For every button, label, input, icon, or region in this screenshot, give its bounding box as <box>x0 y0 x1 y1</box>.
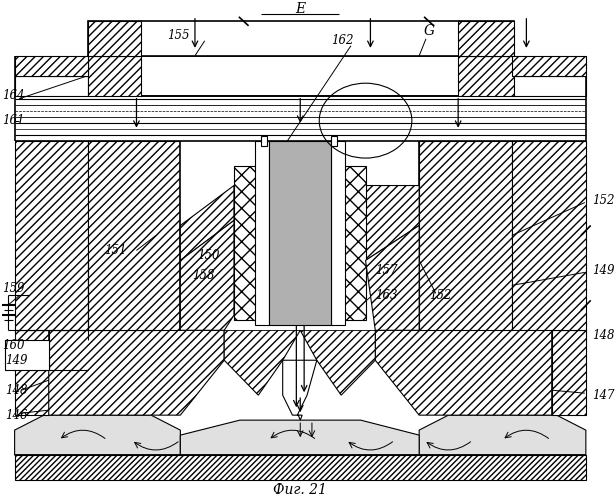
Polygon shape <box>365 226 419 330</box>
Polygon shape <box>419 140 512 330</box>
Bar <box>180 140 419 330</box>
Bar <box>331 136 338 145</box>
Text: 161: 161 <box>2 114 25 127</box>
Polygon shape <box>552 330 586 415</box>
Text: 146: 146 <box>5 408 27 422</box>
Text: 151: 151 <box>104 244 127 257</box>
Text: 163: 163 <box>375 289 398 302</box>
Text: E: E <box>295 2 306 16</box>
Bar <box>512 76 586 96</box>
Text: 160: 160 <box>2 339 25 352</box>
Polygon shape <box>224 330 300 395</box>
Bar <box>234 166 365 320</box>
Polygon shape <box>283 360 317 420</box>
Polygon shape <box>300 330 375 395</box>
Text: 164: 164 <box>2 89 25 102</box>
Text: 152: 152 <box>429 289 452 302</box>
Bar <box>87 56 141 96</box>
Bar <box>15 455 586 480</box>
Text: 147: 147 <box>592 388 614 402</box>
Polygon shape <box>15 330 49 415</box>
Text: 148: 148 <box>592 329 614 342</box>
Bar <box>269 140 331 326</box>
Text: 155: 155 <box>168 30 190 43</box>
Polygon shape <box>87 140 180 330</box>
Text: 157: 157 <box>375 264 398 277</box>
Text: G: G <box>424 24 435 38</box>
Bar <box>15 76 87 96</box>
Text: 149: 149 <box>592 264 614 277</box>
Bar <box>331 140 345 326</box>
Text: 152: 152 <box>592 194 614 207</box>
Polygon shape <box>419 415 586 455</box>
Polygon shape <box>180 420 419 455</box>
Polygon shape <box>512 140 586 330</box>
Text: 162: 162 <box>331 34 354 48</box>
Bar <box>87 56 514 96</box>
Polygon shape <box>15 140 87 330</box>
Text: 158: 158 <box>192 269 214 282</box>
Text: 149: 149 <box>5 354 27 366</box>
Text: 159: 159 <box>2 282 25 295</box>
Polygon shape <box>375 330 552 415</box>
Bar <box>15 56 87 76</box>
Text: 148: 148 <box>5 384 27 396</box>
Polygon shape <box>180 186 234 260</box>
Text: 150: 150 <box>197 249 219 262</box>
Polygon shape <box>15 140 156 330</box>
Bar <box>256 140 269 326</box>
Bar <box>87 21 141 56</box>
Bar <box>261 136 267 145</box>
Polygon shape <box>15 415 180 455</box>
Bar <box>87 21 514 56</box>
Bar <box>512 56 586 76</box>
Text: Фиг. 21: Фиг. 21 <box>274 483 327 497</box>
Bar <box>458 21 514 56</box>
Bar <box>458 56 514 96</box>
Bar <box>5 340 49 370</box>
Polygon shape <box>365 186 419 260</box>
Polygon shape <box>49 330 224 415</box>
Polygon shape <box>180 220 234 330</box>
